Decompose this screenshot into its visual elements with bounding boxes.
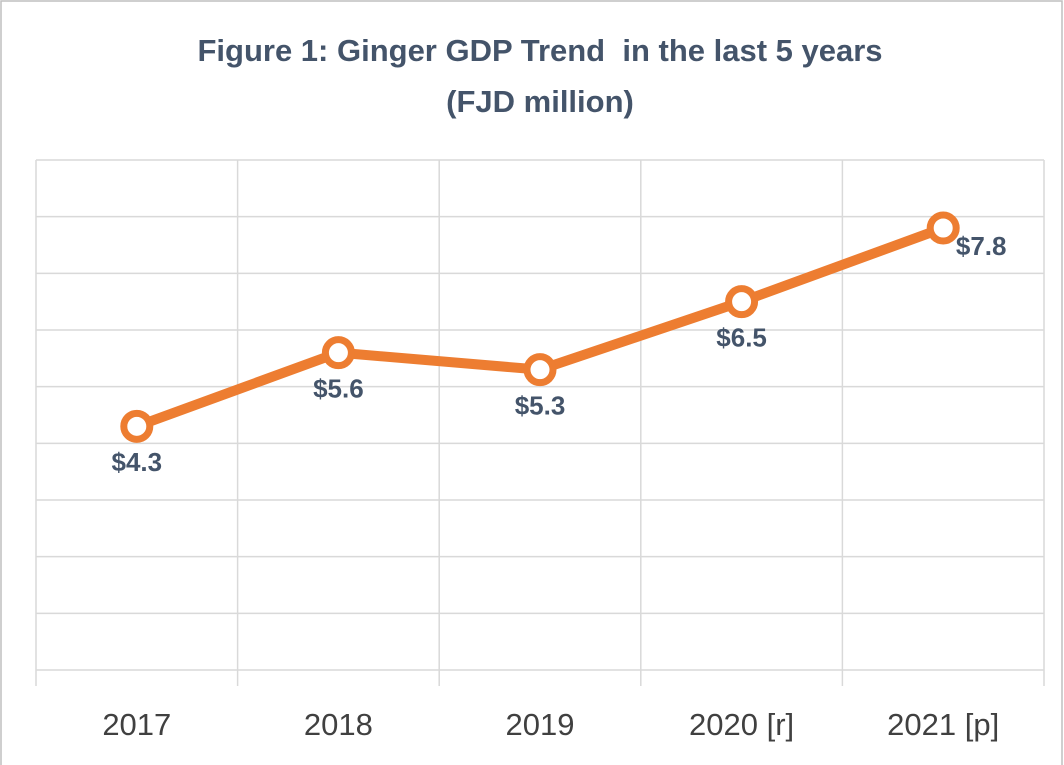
x-tick-label: 2021 [p] [887,707,999,742]
data-label: $5.6 [313,374,364,404]
x-tick-label: 2018 [304,707,373,742]
marker [120,409,154,443]
data-label: $6.5 [716,323,767,353]
marker [926,211,960,245]
data-label: $7.8 [956,231,1007,261]
x-tick-label: 2019 [506,707,575,742]
x-tick-label: 2020 [r] [689,707,794,742]
x-tick-label: 2017 [102,707,171,742]
marker [523,353,557,387]
marker [321,336,355,370]
data-label: $4.3 [111,447,162,477]
data-label: $5.3 [515,391,566,421]
chart-title: Figure 1: Ginger GDP Trend in the last 5… [197,33,882,68]
marker [725,285,759,319]
chart-title: (FJD million) [446,84,634,119]
